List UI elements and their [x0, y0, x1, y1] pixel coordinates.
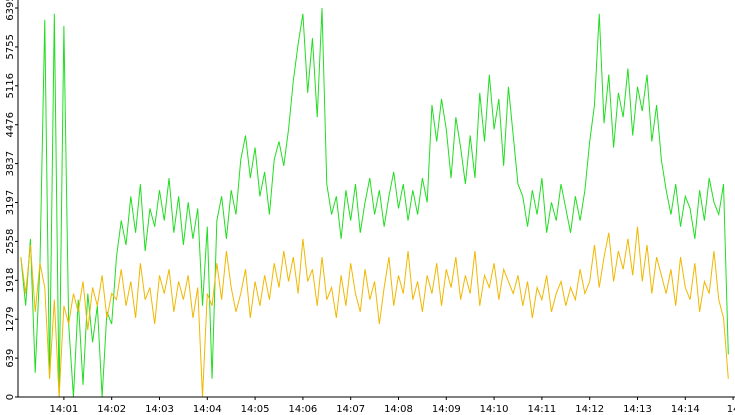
x-tick-label: 14: [727, 404, 735, 415]
y-tick-label: 3837: [5, 151, 16, 176]
data-line: [20, 226, 729, 398]
y-tick-label: 2558: [5, 229, 16, 254]
x-tick-label: 14:12: [575, 404, 604, 415]
data-line: [20, 7, 729, 398]
x-tick-label: 14:13: [623, 404, 652, 415]
x-tick-label: 14:01: [49, 404, 78, 415]
x-tick-label: 14:03: [145, 404, 174, 415]
y-tick-label: 4476: [5, 112, 16, 137]
y-tick-label: 1918: [5, 268, 16, 293]
y-tick-label: 1279: [5, 306, 16, 331]
x-tick-label: 14:14: [671, 404, 700, 415]
x-tick-label: 14:04: [193, 404, 222, 415]
y-tick-label: 6395: [5, 0, 16, 21]
y-tick-label: 0: [5, 394, 16, 400]
x-tick-label: 14:09: [432, 404, 461, 415]
y-tick-label: 5755: [5, 34, 16, 59]
y-tick-label: 639: [5, 349, 16, 368]
x-tick-label: 14:05: [241, 404, 270, 415]
x-tick-label: 14:11: [527, 404, 556, 415]
x-tick-label: 14:06: [288, 404, 317, 415]
y-tick-label: 3197: [5, 190, 16, 215]
y-tick-label: 5116: [5, 73, 16, 98]
x-tick-label: 14:10: [480, 404, 509, 415]
x-tick-label: 14:02: [97, 404, 126, 415]
x-tick-label: 14:08: [384, 404, 413, 415]
x-tick-label: 14:07: [336, 404, 365, 415]
